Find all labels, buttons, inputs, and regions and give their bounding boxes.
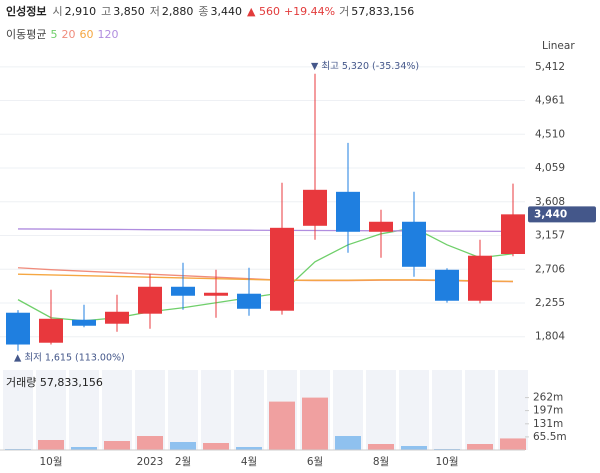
ma-legend-item: 120 bbox=[97, 28, 119, 41]
volume-bar bbox=[401, 446, 427, 450]
summary-label: 종 bbox=[198, 5, 209, 18]
moving-average-line bbox=[17, 227, 514, 322]
volume-column-bg bbox=[399, 370, 429, 450]
volume-tick-label: 262m bbox=[533, 392, 563, 404]
volume-tick-label: 131m bbox=[533, 418, 563, 430]
volume-bar bbox=[302, 397, 328, 450]
candle-body bbox=[204, 292, 228, 296]
scale-label: Linear bbox=[542, 40, 575, 52]
y-tick-label: 2,706 bbox=[535, 263, 565, 275]
volume-column-bg bbox=[201, 370, 231, 450]
x-tick-label: 10월 bbox=[39, 456, 62, 468]
y-tick-label: 4,961 bbox=[535, 95, 565, 107]
moving-average-line bbox=[17, 273, 514, 282]
volume-total: 57,833,156 bbox=[351, 5, 415, 18]
summary-label: 고 bbox=[101, 5, 112, 18]
candle-body bbox=[72, 319, 96, 326]
volume-tick-label: 65.5m bbox=[533, 431, 567, 443]
ma-legend-item: 5 bbox=[50, 28, 58, 41]
y-tick-label: 3,608 bbox=[535, 196, 565, 208]
volume-column-bg bbox=[432, 370, 462, 450]
x-tick-label: 2월 bbox=[175, 456, 191, 468]
x-tick-label: 8월 bbox=[373, 456, 389, 468]
volume-bar bbox=[104, 441, 130, 450]
change-pct: +19.44% bbox=[283, 5, 336, 18]
candle-body bbox=[6, 312, 30, 345]
price-tag-label: 3,440 bbox=[534, 208, 567, 220]
y-tick-label: 1,804 bbox=[535, 331, 565, 343]
candle-body bbox=[303, 189, 327, 226]
summary-value: 2,910 bbox=[64, 5, 97, 18]
x-tick-label: 2023 bbox=[137, 456, 164, 468]
volume-bar bbox=[335, 436, 361, 450]
volume-bar bbox=[269, 401, 295, 450]
candle-body bbox=[468, 255, 492, 301]
ma-legend-item: 60 bbox=[79, 28, 94, 41]
candle-body bbox=[369, 221, 393, 232]
volume-column-bg bbox=[465, 370, 495, 450]
ma-title: 이동평균 bbox=[6, 28, 47, 41]
candle-body bbox=[501, 214, 525, 254]
candle-body bbox=[39, 318, 63, 343]
y-tick-label: 3,157 bbox=[535, 230, 565, 242]
volume-bar bbox=[203, 443, 229, 450]
volume-bar bbox=[368, 444, 394, 450]
low-annotation: ▲ 최저 1,615 (113.00%) bbox=[14, 352, 125, 363]
candle-body bbox=[435, 269, 459, 301]
volume-bar bbox=[467, 444, 493, 450]
moving-average-line bbox=[17, 228, 514, 233]
header: 인성정보 시 2,910 고 3,850 저 2,880 종 3,440 ▲ 560 +19.44%… bbox=[6, 3, 419, 19]
summary-value: 3,440 bbox=[210, 5, 242, 18]
volume-column-bg bbox=[69, 370, 99, 450]
high-annotation: ▼ 최고 5,320 (-35.34%) bbox=[311, 61, 419, 72]
volume-column-bg bbox=[498, 370, 528, 450]
candle-body bbox=[336, 191, 360, 232]
candle-body bbox=[270, 227, 294, 311]
volume-title: 거래량 57,833,156 bbox=[6, 376, 103, 389]
summary-value: 2,880 bbox=[161, 5, 194, 18]
volume-column-bg bbox=[102, 370, 132, 450]
change: ▲ 560 bbox=[246, 5, 280, 18]
ma-legend-item: 20 bbox=[61, 28, 76, 41]
volume-bar bbox=[236, 447, 262, 450]
volume-column-bg bbox=[168, 370, 198, 450]
x-tick-label: 6월 bbox=[307, 456, 323, 468]
y-tick-label: 2,255 bbox=[535, 297, 565, 309]
volume-bar bbox=[170, 442, 196, 450]
volume-label: 거 bbox=[339, 5, 350, 18]
summary-label: 저 bbox=[149, 5, 160, 18]
summary-value: 3,850 bbox=[113, 5, 145, 18]
x-tick-label: 4월 bbox=[241, 456, 257, 468]
ma-legend: 이동평균 5 20 60 120 bbox=[6, 26, 122, 42]
candle-body bbox=[105, 311, 129, 324]
volume-column-bg bbox=[36, 370, 66, 450]
candle-body bbox=[402, 221, 426, 267]
stock-name: 인성정보 bbox=[6, 5, 47, 18]
volume-bar bbox=[137, 436, 163, 450]
candle-body bbox=[237, 293, 261, 309]
summary-label: 시 bbox=[52, 5, 63, 18]
volume-column-bg bbox=[234, 370, 264, 450]
volume-tick-label: 197m bbox=[533, 405, 563, 417]
x-tick-label: 10월 bbox=[435, 456, 458, 468]
price-tag bbox=[528, 206, 596, 223]
y-tick-label: 4,059 bbox=[535, 162, 565, 174]
volume-bar bbox=[71, 447, 97, 450]
y-tick-label: 4,510 bbox=[535, 128, 565, 140]
y-tick-label: 5,412 bbox=[535, 61, 565, 73]
volume-column-bg bbox=[3, 370, 33, 450]
volume-bar bbox=[38, 440, 64, 450]
candle-body bbox=[171, 286, 195, 296]
volume-column-bg bbox=[366, 370, 396, 450]
candle-body bbox=[138, 286, 162, 314]
volume-bar bbox=[500, 438, 526, 450]
